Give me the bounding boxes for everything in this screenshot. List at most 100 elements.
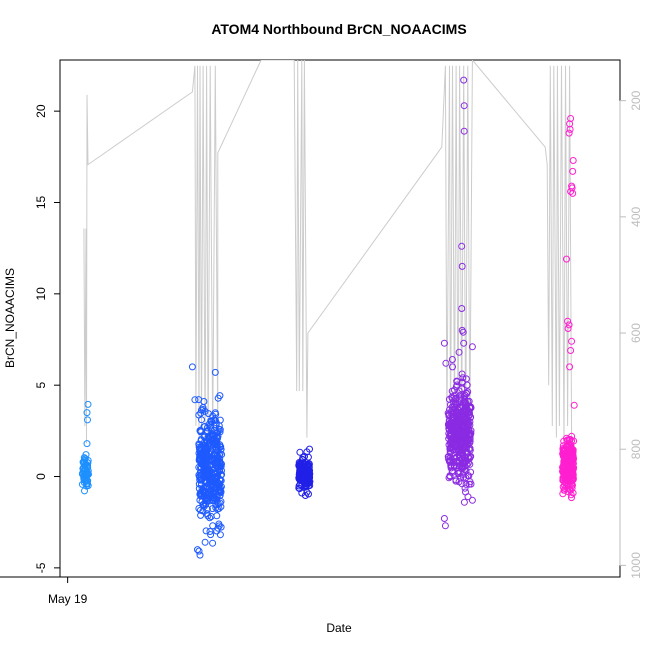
data-point <box>459 430 467 438</box>
data-point <box>83 479 91 487</box>
data-point <box>195 443 203 451</box>
data-point <box>213 527 221 535</box>
data-point <box>201 457 209 465</box>
series-2 <box>188 363 226 559</box>
data-point <box>459 464 467 472</box>
data-point <box>452 476 460 484</box>
altitude-trace-layer <box>83 60 573 450</box>
data-point <box>566 125 574 133</box>
data-point <box>464 398 472 405</box>
data-point <box>200 500 207 508</box>
data-point <box>561 482 569 490</box>
data-point <box>456 391 464 399</box>
data-point <box>296 460 304 468</box>
data-point <box>197 468 205 476</box>
data-point <box>196 551 204 559</box>
y-tick-label: 15 <box>34 196 48 210</box>
data-point <box>200 461 208 469</box>
y-tick-label: 20 <box>34 104 48 118</box>
data-point <box>446 457 454 465</box>
data-point <box>211 451 219 459</box>
data-point <box>207 418 215 426</box>
data-point <box>207 513 215 520</box>
data-point <box>194 546 201 554</box>
altitude-line <box>83 60 573 450</box>
data-point <box>83 440 91 448</box>
data-point <box>303 465 311 473</box>
data-point <box>560 451 568 459</box>
data-point <box>446 473 454 481</box>
series-4 <box>440 76 476 530</box>
data-point <box>458 385 466 393</box>
data-point <box>454 411 462 419</box>
data-point <box>440 339 448 347</box>
data-point <box>569 167 577 175</box>
data-point <box>80 459 88 467</box>
data-point <box>201 538 209 546</box>
data-point <box>303 488 311 496</box>
data-point <box>447 461 455 469</box>
data-point <box>201 441 209 449</box>
data-point <box>459 374 467 382</box>
y-axis-label: BrCN_NOAACIMS <box>3 268 17 368</box>
series-1 <box>78 400 92 495</box>
data-point <box>569 489 577 497</box>
data-point <box>188 363 196 371</box>
data-point <box>83 471 91 479</box>
data-point <box>458 449 466 457</box>
data-point <box>210 488 218 496</box>
data-point <box>442 359 450 367</box>
data-point <box>449 363 456 371</box>
data-point <box>466 439 474 447</box>
data-point <box>446 453 454 461</box>
data-point <box>303 479 310 487</box>
data-point <box>207 531 215 539</box>
plot-frame <box>59 59 621 578</box>
data-point <box>78 480 86 488</box>
data-point <box>217 503 225 511</box>
data-point <box>80 471 88 479</box>
data-point <box>200 433 208 441</box>
data-point <box>462 389 470 397</box>
data-point <box>211 479 219 487</box>
data-point <box>451 454 459 462</box>
right-tick-label: 800 <box>629 439 643 459</box>
right-tick-label: 400 <box>629 207 643 227</box>
y-tick-label: 0 <box>34 473 48 480</box>
data-point <box>204 495 212 503</box>
data-point <box>569 471 576 479</box>
data-point <box>205 434 213 442</box>
x-tick-label: May 19 <box>48 592 88 606</box>
data-point <box>212 501 220 509</box>
data-point <box>81 487 88 495</box>
data-point <box>455 403 463 411</box>
data-point <box>468 496 476 504</box>
data-point <box>202 527 210 535</box>
data-point <box>455 348 463 356</box>
series-5 <box>559 115 578 502</box>
data-point <box>452 442 460 450</box>
data-point <box>211 416 219 424</box>
data-point <box>447 401 454 409</box>
data-point <box>458 418 465 426</box>
data-point <box>206 528 214 535</box>
x-axis-label: Date <box>326 621 352 635</box>
data-point <box>564 464 571 472</box>
data-point <box>217 445 225 453</box>
data-point <box>567 491 575 499</box>
data-point <box>84 416 91 424</box>
data-point <box>569 157 577 164</box>
data-point <box>448 424 456 432</box>
data-point <box>465 408 473 416</box>
data-point <box>445 441 453 449</box>
data-point <box>206 467 214 475</box>
data-point <box>453 381 461 389</box>
data-point <box>448 356 456 363</box>
y-tick-label: 5 <box>34 382 48 389</box>
data-point <box>559 490 567 498</box>
data-point <box>455 462 463 470</box>
data-point <box>303 448 311 456</box>
data-point <box>445 474 453 482</box>
